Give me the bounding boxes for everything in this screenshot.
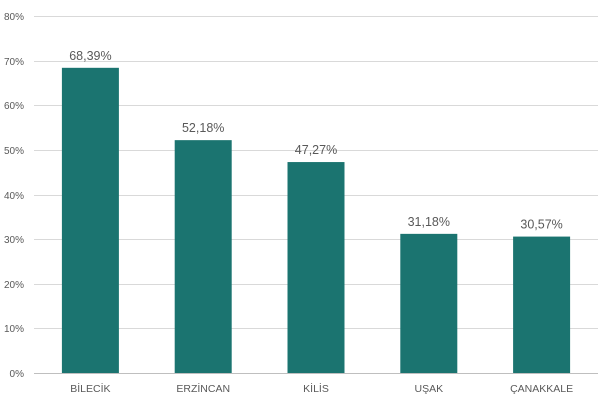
y-axis-tick-labels: 0% 10% 20% 30% 40% 50% 60% 70% 80%	[4, 12, 24, 380]
data-label: 30,57%	[520, 218, 562, 232]
bar	[513, 236, 571, 373]
data-labels: 68,39% 52,18% 47,27% 31,18% 30,57%	[69, 49, 563, 232]
y-tick-label: 50%	[4, 146, 24, 157]
bar	[287, 162, 345, 373]
y-tick-label: 0%	[10, 369, 25, 380]
x-axis-category-labels: BİLECİK ERZİNCAN KİLİS UŞAK ÇANAKKALE	[70, 382, 573, 395]
y-tick-label: 40%	[4, 191, 24, 202]
y-tick-label: 20%	[4, 280, 24, 291]
data-label: 47,27%	[295, 143, 337, 157]
data-label: 31,18%	[408, 215, 450, 229]
category-label: KİLİS	[303, 382, 329, 395]
data-label: 68,39%	[69, 49, 111, 63]
bar	[174, 140, 232, 373]
y-tick-label: 60%	[4, 101, 24, 112]
category-label: ÇANAKKALE	[510, 383, 573, 395]
bar	[61, 67, 119, 373]
bar	[400, 233, 458, 373]
category-label: UŞAK	[415, 383, 444, 395]
bars	[61, 67, 571, 373]
y-tick-label: 80%	[4, 12, 24, 23]
category-label: ERZİNCAN	[176, 382, 230, 395]
y-tick-label: 70%	[4, 57, 24, 68]
y-tick-label: 10%	[4, 324, 24, 335]
y-tick-label: 30%	[4, 235, 24, 246]
category-label: BİLECİK	[70, 382, 110, 395]
data-label: 52,18%	[182, 121, 224, 135]
